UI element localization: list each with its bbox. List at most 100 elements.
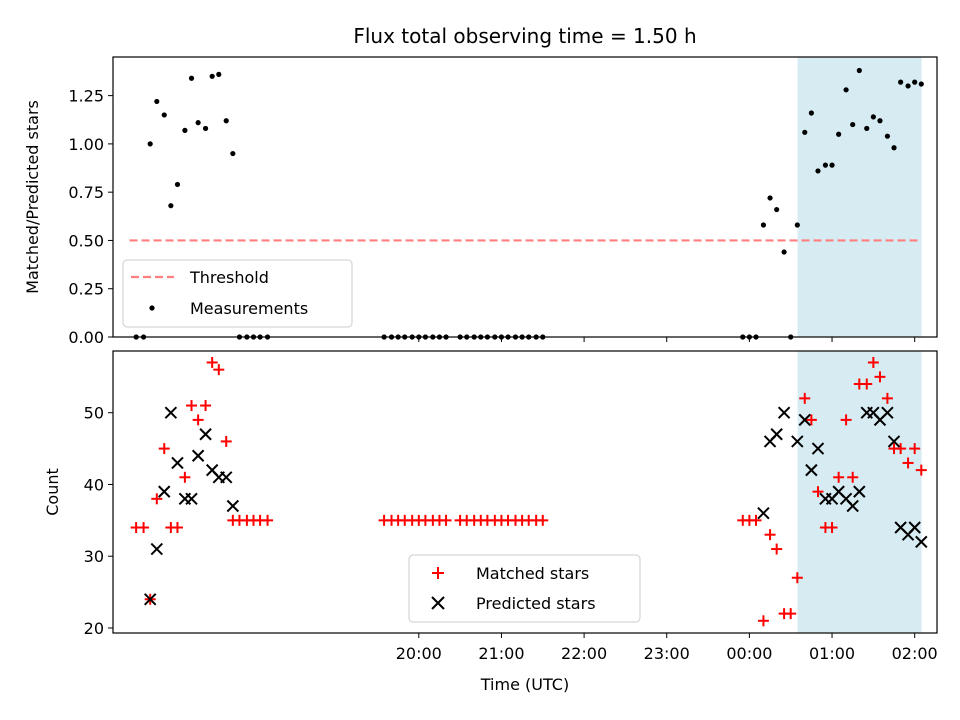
measurements-point xyxy=(209,73,215,79)
matched-stars-point xyxy=(213,364,225,376)
predicted-stars-point xyxy=(770,428,783,441)
predicted-stars-point xyxy=(757,506,770,520)
y-tick-label: 0.50 xyxy=(68,231,104,250)
measurements-point xyxy=(898,79,904,85)
legend-predicted-swatch xyxy=(431,596,445,610)
legend-threshold-label: Threshold xyxy=(189,268,269,287)
count-x-ticks: 20:00 21:00 22:00 23:00 00:00 01:00 02:00 xyxy=(396,633,938,663)
predicted-stars-point xyxy=(185,492,198,506)
measurements-point xyxy=(216,71,222,77)
y-tick-label: 0.25 xyxy=(68,280,104,299)
ratio-legend-box xyxy=(122,259,353,328)
measurements-point xyxy=(802,129,808,135)
matched-stars-point xyxy=(847,471,859,483)
count-panel: 20:00 21:00 22:00 23:00 00:00 01:00 02:00 20 30… xyxy=(43,350,938,694)
measurements-point xyxy=(808,110,814,116)
matched-stars-point xyxy=(200,400,212,412)
y-tick-label: 1.00 xyxy=(68,135,104,154)
matched-stars-point xyxy=(750,514,762,526)
chart-title: Flux total observing time = 1.50 h xyxy=(353,24,696,48)
ratio-panel: 0.00 0.25 0.50 0.75 1.00 1.25 Matched/Predict… xyxy=(23,56,938,347)
x-tick-label: 22:00 xyxy=(561,644,607,663)
predicted-stars-point xyxy=(811,442,825,455)
predicted-stars-point xyxy=(191,449,205,462)
measurements-point xyxy=(856,67,862,74)
matched-stars-point xyxy=(171,522,183,534)
predicted-stars-point xyxy=(164,406,178,419)
legend-matched-label: Matched stars xyxy=(476,564,589,583)
measurements-point xyxy=(161,112,167,118)
matched-stars-point xyxy=(764,529,776,541)
y-tick-label: 50 xyxy=(84,404,104,423)
measurements-point xyxy=(774,206,780,213)
measurements-point xyxy=(836,131,842,137)
measurements-point xyxy=(168,203,174,209)
predicted-stars-point xyxy=(791,435,804,448)
matched-stars-point xyxy=(262,514,274,526)
count-y-axis-label: Count xyxy=(43,468,62,516)
matched-stars-point xyxy=(220,435,232,447)
matched-stars-point xyxy=(881,392,893,404)
measurements-point xyxy=(843,87,849,93)
predicted-stars-point xyxy=(226,499,240,513)
x-tick-label: 23:00 xyxy=(644,644,690,663)
x-tick-label: 20:00 xyxy=(396,644,442,663)
measurements-point xyxy=(905,83,911,89)
measurements-point xyxy=(202,125,209,132)
matched-stars-point xyxy=(812,486,824,498)
matched-stars-point xyxy=(537,514,549,526)
matched-stars-point xyxy=(138,522,150,534)
y-tick-label: 30 xyxy=(84,547,104,566)
matched-stars-point xyxy=(791,572,803,584)
predicted-stars-point xyxy=(805,463,818,477)
measurements-point xyxy=(864,125,870,132)
predicted-stars-point xyxy=(171,456,184,470)
matched-stars-point xyxy=(757,615,769,627)
measurements-point xyxy=(822,162,829,168)
legend-predicted-label: Predicted stars xyxy=(476,594,596,613)
matched-stars-point xyxy=(902,457,914,469)
measurements-point xyxy=(767,195,773,201)
measurements-point xyxy=(912,79,918,85)
measurements-point xyxy=(147,141,153,147)
predicted-stars-point xyxy=(887,435,901,448)
predicted-stars-point xyxy=(853,485,866,498)
count-y-ticks: 20 30 40 50 xyxy=(84,404,113,638)
measurements-point xyxy=(870,114,876,120)
ratio-axes-frame xyxy=(112,56,938,338)
measurements-point xyxy=(829,162,835,168)
matched-stars-point xyxy=(840,414,852,426)
matched-stars-point xyxy=(861,378,873,390)
count-markers xyxy=(130,356,928,627)
matched-stars-point xyxy=(206,356,218,368)
x-tick-label: 01:00 xyxy=(809,644,855,663)
legend-measurements-swatch xyxy=(149,305,155,311)
measurements-point xyxy=(918,81,924,87)
predicted-stars-point xyxy=(915,535,928,549)
x-axis-label: Time (UTC) xyxy=(480,675,569,694)
measurements-point xyxy=(230,150,236,157)
predicted-stars-point xyxy=(143,593,157,606)
matched-stars-point xyxy=(785,608,797,620)
matched-stars-point xyxy=(192,414,204,426)
measurements-point xyxy=(794,222,800,228)
x-tick-label: 21:00 xyxy=(478,644,524,663)
measurements-point xyxy=(850,121,856,128)
measurements-point xyxy=(781,249,787,255)
measurements-point xyxy=(182,127,188,133)
measurements-point xyxy=(815,168,821,174)
predicted-stars-point xyxy=(846,499,859,513)
matched-stars-point xyxy=(805,414,817,426)
matched-stars-point xyxy=(771,543,783,555)
ratio-measurements xyxy=(133,67,924,340)
measurements-point xyxy=(877,118,883,124)
legend-matched-swatch xyxy=(432,567,444,579)
predicted-stars-point xyxy=(158,485,171,498)
count-legend-box xyxy=(408,554,641,623)
predicted-stars-point xyxy=(908,521,921,534)
count-legend: Matched stars Predicted stars xyxy=(408,554,641,623)
ratio-legend: Threshold Measurements xyxy=(122,259,353,328)
predicted-stars-point xyxy=(199,428,212,441)
measurements-point xyxy=(891,145,897,151)
matched-stars-point xyxy=(909,443,921,455)
